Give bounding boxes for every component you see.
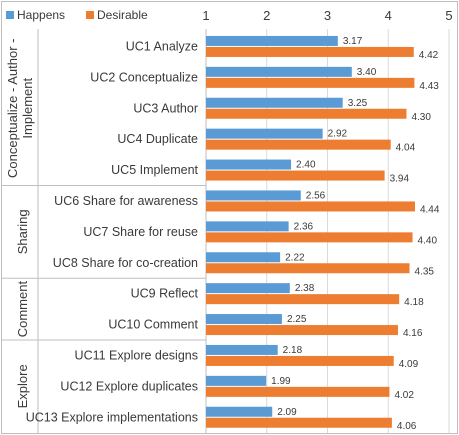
bar-desirable [206, 46, 414, 57]
bar-desirable [206, 201, 415, 212]
bar-desirable [206, 325, 398, 336]
data-label-happens: 2.36 [294, 221, 314, 232]
category-label: UC1 Analyze [126, 39, 198, 53]
bar-happens [206, 375, 267, 386]
data-label-desirable: 4.35 [415, 266, 435, 277]
bar-happens [206, 66, 352, 77]
data-label-happens: 3.17 [343, 36, 363, 47]
category-label: UC2 Conceptualize [90, 70, 198, 84]
x-tick-label: 3 [324, 8, 331, 23]
bar-desirable [206, 355, 394, 366]
x-tick-label: 4 [385, 8, 392, 23]
data-label-happens: 2.38 [295, 283, 315, 294]
data-label-happens: 2.25 [287, 314, 307, 325]
data-label-desirable: 4.16 [403, 328, 423, 339]
data-label-happens: 2.40 [296, 160, 316, 171]
data-label-desirable: 4.43 [419, 81, 439, 92]
category-label: UC3 Author [133, 101, 198, 115]
bar-desirable [206, 139, 391, 150]
data-label-desirable: 4.04 [396, 143, 416, 154]
bar-desirable [206, 263, 410, 274]
category-label: UC13 Explore implementations [26, 410, 198, 424]
data-label-desirable: 4.06 [397, 421, 417, 432]
bar-happens [206, 406, 273, 417]
legend-label-desirable: Desirable [97, 8, 148, 22]
bar-desirable [206, 417, 392, 428]
legend-label-happens: Happens [17, 8, 65, 22]
data-label-desirable: 3.94 [390, 174, 410, 185]
bar-happens [206, 128, 323, 139]
bar-happens [206, 283, 290, 294]
data-label-happens: 1.99 [271, 376, 291, 387]
bar-happens [206, 221, 289, 232]
legend-swatch-happens [6, 11, 14, 19]
x-tick-label: 5 [445, 8, 452, 23]
data-label-desirable: 4.44 [420, 204, 440, 215]
x-tick-label: 1 [202, 8, 209, 23]
group-label: Comment [15, 281, 30, 338]
group-label: Conceptualize - Author -Implement [5, 39, 35, 178]
legend-swatch-desirable [86, 11, 94, 19]
data-label-happens: 2.92 [328, 129, 348, 140]
category-label: UC5 Implement [111, 163, 198, 177]
bar-desirable [206, 108, 407, 119]
data-label-happens: 2.18 [283, 345, 303, 356]
bar-desirable [206, 386, 390, 397]
data-label-desirable: 4.40 [418, 235, 438, 246]
bar-happens [206, 252, 281, 263]
data-label-happens: 3.25 [348, 98, 368, 109]
category-label: UC8 Share for co-creation [53, 256, 198, 270]
data-label-desirable: 4.09 [399, 359, 419, 370]
data-label-desirable: 4.30 [411, 112, 431, 123]
bar-desirable [206, 294, 400, 305]
bar-desirable [206, 77, 415, 88]
group-label: Sharing [15, 209, 30, 254]
category-label: UC11 Explore designs [75, 348, 198, 362]
bar-happens [206, 35, 338, 46]
group-label: Explore [15, 364, 30, 408]
x-tick-label: 2 [263, 8, 270, 23]
bar-desirable [206, 170, 385, 181]
data-label-happens: 2.22 [285, 252, 305, 263]
data-label-happens: 3.40 [357, 67, 377, 78]
category-label: UC6 Share for awareness [54, 194, 198, 208]
data-label-happens: 2.09 [277, 407, 297, 418]
category-label: UC7 Share for reuse [83, 225, 198, 239]
category-label: UC10 Comment [108, 318, 198, 332]
data-label-desirable: 4.42 [419, 50, 439, 61]
data-label-desirable: 4.18 [404, 297, 424, 308]
bar-happens [206, 97, 343, 108]
bar-desirable [206, 232, 413, 243]
bar-happens [206, 314, 282, 325]
bar-happens [206, 344, 278, 355]
category-label: UC9 Reflect [131, 287, 199, 301]
category-label: UC12 Explore duplicates [60, 379, 198, 393]
bar-happens [206, 190, 301, 201]
data-label-desirable: 4.02 [394, 390, 414, 401]
category-label: UC4 Duplicate [117, 132, 198, 146]
data-label-happens: 2.56 [306, 190, 326, 201]
bar-happens [206, 159, 292, 170]
